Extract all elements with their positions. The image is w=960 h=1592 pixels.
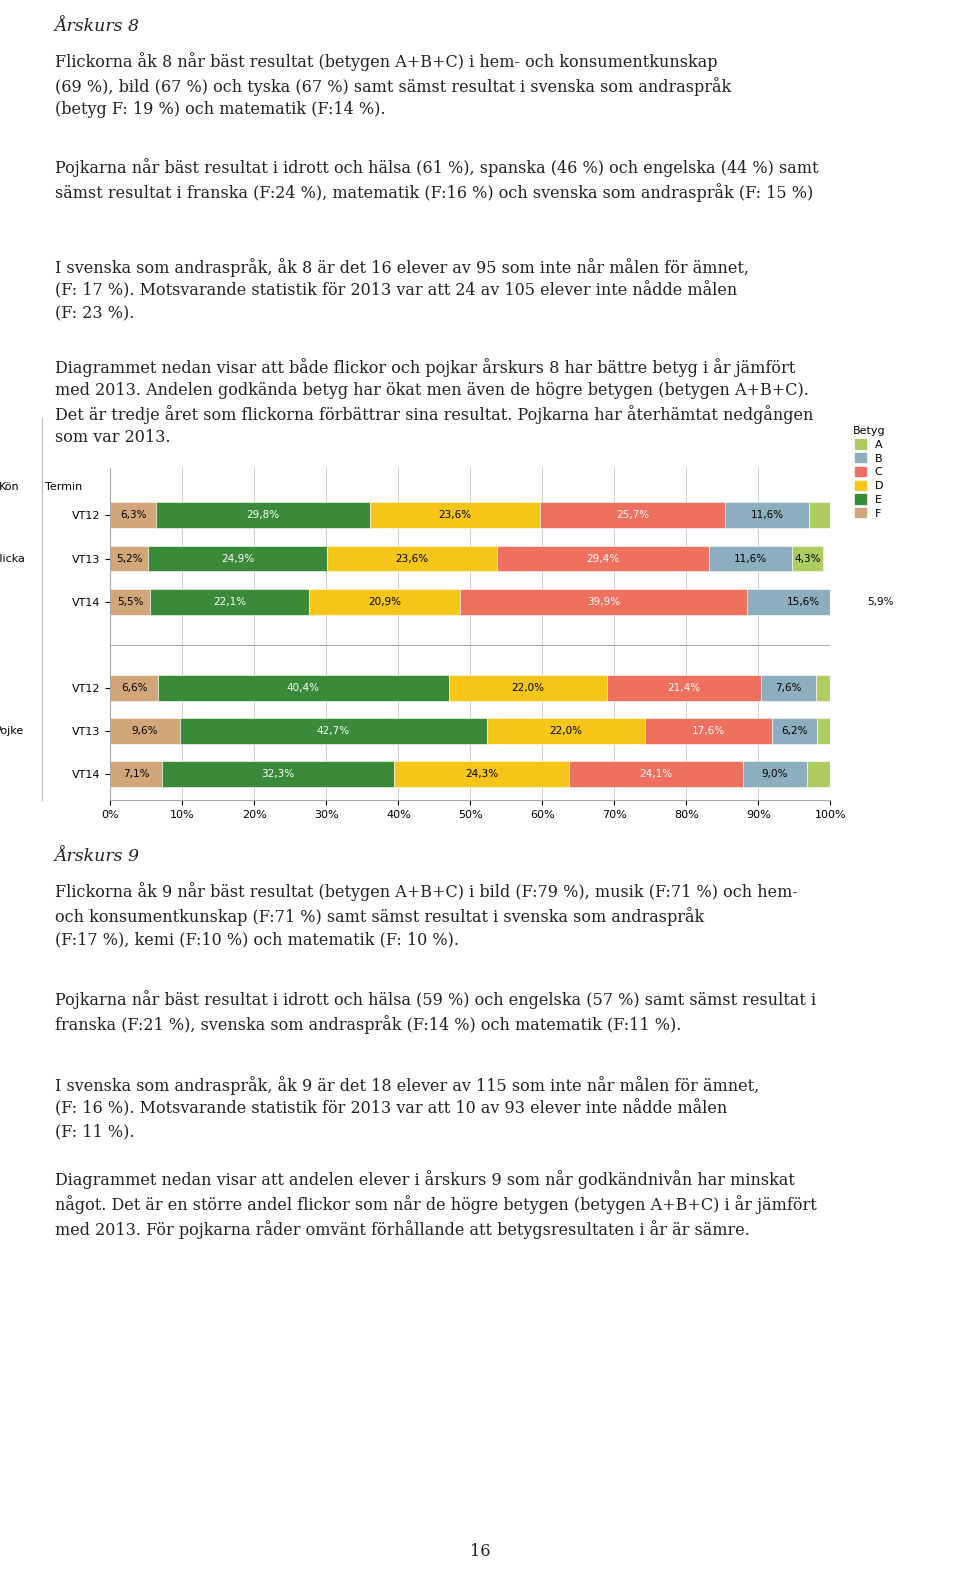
Text: Termin: Termin [45, 482, 83, 492]
Bar [157, 675, 449, 700]
Text: 25,7%: 25,7% [616, 511, 649, 521]
Text: 29,8%: 29,8% [247, 511, 279, 521]
Legend: A, B, C, D, E, F: A, B, C, D, E, F [851, 423, 887, 521]
Text: 9,6%: 9,6% [132, 726, 158, 736]
Text: 11,6%: 11,6% [733, 554, 767, 564]
Text: 24,1%: 24,1% [639, 769, 672, 778]
Bar [497, 546, 708, 572]
Text: 16: 16 [469, 1543, 491, 1560]
Bar [327, 546, 497, 572]
Text: Diagrammet nedan visar att andelen elever i årskurs 9 som når godkändnivån har m: Diagrammet nedan visar att andelen eleve… [55, 1170, 816, 1239]
Text: 21,4%: 21,4% [667, 683, 701, 693]
Bar [761, 675, 816, 700]
Text: 9,0%: 9,0% [762, 769, 788, 778]
Text: Flickorna åk 9 når bäst resultat (betygen A+B+C) i bild (F:79 %), musik (F:71 %): Flickorna åk 9 når bäst resultat (betyge… [55, 882, 798, 947]
Text: 11,6%: 11,6% [751, 511, 783, 521]
Bar [743, 761, 807, 786]
Text: 23,6%: 23,6% [396, 554, 429, 564]
Bar [460, 589, 747, 615]
Bar [792, 546, 823, 572]
Text: 6,3%: 6,3% [120, 511, 146, 521]
Bar [772, 718, 817, 743]
Text: 5,9%: 5,9% [867, 597, 894, 607]
Bar [487, 718, 645, 743]
Bar [449, 675, 608, 700]
Text: 24,9%: 24,9% [221, 554, 254, 564]
Bar [156, 503, 371, 529]
Text: 22,0%: 22,0% [550, 726, 583, 736]
Bar [817, 718, 830, 743]
Bar [645, 718, 772, 743]
Text: 5,2%: 5,2% [116, 554, 142, 564]
Text: 24,3%: 24,3% [465, 769, 498, 778]
Text: 39,9%: 39,9% [587, 597, 620, 607]
Bar [808, 503, 830, 529]
Bar [180, 718, 487, 743]
Text: 22,1%: 22,1% [213, 597, 246, 607]
Text: Pojkarna når bäst resultat i idrott och hälsa (59 %) och engelska (57 %) samt sä: Pojkarna når bäst resultat i idrott och … [55, 990, 816, 1033]
Text: 22,0%: 22,0% [512, 683, 544, 693]
Bar [540, 503, 726, 529]
Bar [807, 761, 830, 786]
Bar [110, 503, 156, 529]
Text: 7,1%: 7,1% [123, 769, 149, 778]
Bar [816, 675, 830, 700]
Bar [309, 589, 460, 615]
Text: 42,7%: 42,7% [317, 726, 349, 736]
Bar [569, 761, 743, 786]
Bar [371, 503, 540, 529]
Bar [150, 589, 309, 615]
Text: 6,2%: 6,2% [781, 726, 807, 736]
Text: Kön: Kön [0, 482, 20, 492]
Text: 6,6%: 6,6% [121, 683, 148, 693]
Text: Årskurs 9: Årskurs 9 [55, 849, 140, 864]
Bar [747, 589, 859, 615]
Bar [161, 761, 394, 786]
Text: 4,3%: 4,3% [795, 554, 821, 564]
Text: I svenska som andraspråk, åk 9 är det 18 elever av 115 som inte når målen för äm: I svenska som andraspråk, åk 9 är det 18… [55, 1076, 759, 1140]
Text: Flicka: Flicka [0, 554, 26, 564]
Text: Pojkarna når bäst resultat i idrott och hälsa (61 %), spanska (46 %) och engelsk: Pojkarna når bäst resultat i idrott och … [55, 158, 818, 202]
Text: I svenska som andraspråk, åk 8 är det 16 elever av 95 som inte når målen för ämn: I svenska som andraspråk, åk 8 är det 16… [55, 258, 749, 322]
Bar [708, 546, 792, 572]
Bar [726, 503, 808, 529]
Text: 7,6%: 7,6% [776, 683, 802, 693]
Bar [110, 675, 157, 700]
Bar [110, 546, 148, 572]
Bar [148, 546, 327, 572]
Text: 20,9%: 20,9% [368, 597, 401, 607]
Text: 15,6%: 15,6% [786, 597, 820, 607]
Text: 23,6%: 23,6% [439, 511, 472, 521]
Bar [608, 675, 761, 700]
Text: 32,3%: 32,3% [261, 769, 295, 778]
Text: Pojke: Pojke [0, 726, 24, 736]
Bar [110, 589, 150, 615]
Text: Diagrammet nedan visar att både flickor och pojkar årskurs 8 har bättre betyg i : Diagrammet nedan visar att både flickor … [55, 358, 813, 446]
Bar [110, 761, 161, 786]
Text: 5,5%: 5,5% [117, 597, 143, 607]
Text: Flickorna åk 8 når bäst resultat (betygen A+B+C) i hem- och konsumentkunskap
(69: Flickorna åk 8 når bäst resultat (betyge… [55, 53, 731, 118]
Text: Årskurs 8: Årskurs 8 [55, 18, 140, 35]
Text: 29,4%: 29,4% [587, 554, 619, 564]
Text: 17,6%: 17,6% [692, 726, 726, 736]
Text: 40,4%: 40,4% [287, 683, 320, 693]
Bar [859, 589, 901, 615]
Bar [395, 761, 569, 786]
Bar [110, 718, 180, 743]
